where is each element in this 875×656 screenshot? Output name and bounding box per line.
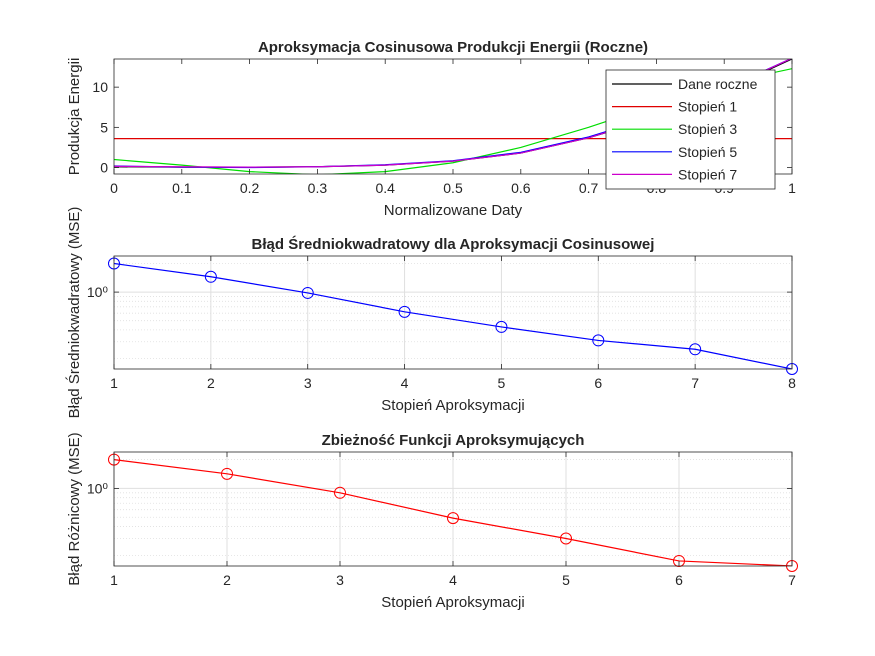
legend-entry-label: Stopień 3 bbox=[678, 121, 737, 137]
y-tick-label: 10⁰ bbox=[87, 480, 109, 496]
x-tick-label: 7 bbox=[691, 375, 699, 391]
legend-entry-label: Stopień 1 bbox=[678, 99, 737, 115]
data-point-marker bbox=[204, 270, 217, 283]
chart-panel-1: 00.10.20.30.40.50.60.70.80.910510Aproksy… bbox=[66, 39, 796, 219]
chart-title: Błąd Średniokwadratowy dla Aproksymacji … bbox=[252, 235, 655, 253]
data-point-marker bbox=[673, 554, 685, 567]
series-group bbox=[114, 458, 792, 566]
y-tick-label: 10⁰ bbox=[87, 284, 109, 300]
x-tick-label: 0.6 bbox=[511, 180, 531, 196]
x-tick-label: 2 bbox=[207, 375, 215, 391]
x-axis-label: Normalizowane Daty bbox=[384, 202, 523, 219]
data-point-marker bbox=[398, 305, 411, 318]
x-tick-label: 6 bbox=[675, 572, 683, 588]
axes-box bbox=[113, 255, 793, 370]
x-axis-label: Stopień Aproksymacji bbox=[381, 397, 524, 414]
chart-title: Zbieżność Funkcji Aproksymujących bbox=[322, 432, 585, 449]
x-tick-label: 0.4 bbox=[375, 180, 395, 196]
x-tick-label: 0.3 bbox=[308, 180, 328, 196]
x-tick-label: 3 bbox=[304, 375, 312, 391]
x-axis-label: Stopień Aproksymacji bbox=[381, 594, 524, 611]
x-tick-label: 0.2 bbox=[240, 180, 260, 196]
legend-entry-label: Stopień 7 bbox=[678, 166, 737, 182]
y-tick-label: 5 bbox=[100, 119, 108, 135]
x-tick-label: 0.7 bbox=[579, 180, 599, 196]
series-line-1 bbox=[114, 458, 792, 566]
y-axis-label: Błąd Różnicowy (MSE) bbox=[66, 432, 83, 585]
data-point-marker bbox=[221, 467, 233, 480]
x-tick-label: 4 bbox=[401, 375, 409, 391]
x-tick-label: 5 bbox=[562, 572, 570, 588]
chart-title: Aproksymacja Cosinusowa Produkcji Energi… bbox=[258, 39, 648, 56]
data-point-marker bbox=[592, 334, 605, 347]
y-tick-label: 10 bbox=[92, 79, 108, 95]
data-point-marker bbox=[301, 286, 314, 299]
chart-panel-2: 1 2 3 4 5 6 7 8 10⁰ Błąd Średniokwadratowy dla Ap… bbox=[65, 207, 798, 419]
data-point-marker bbox=[447, 512, 459, 525]
x-tick-label: 1 bbox=[788, 180, 796, 196]
x-tick-label: 7 bbox=[788, 572, 796, 588]
x-tick-label: 5 bbox=[498, 375, 506, 391]
chart-panel-3: 1 2 3 4 5 6 7 10⁰ Zbieżność Funkcji Aproksymując… bbox=[66, 432, 798, 611]
legend-entry-label: Dane roczne bbox=[678, 76, 758, 92]
legend: Dane roczne Stopień 1 Stopień 3 Stopień 5 St… bbox=[605, 69, 776, 190]
series-line-1 bbox=[114, 262, 792, 369]
x-tick-label: 0.5 bbox=[443, 180, 463, 196]
plot-area bbox=[114, 256, 792, 369]
y-tick-label: 0 bbox=[100, 160, 108, 176]
x-tick-label: 1 bbox=[110, 572, 118, 588]
x-tick-label: 3 bbox=[336, 572, 344, 588]
x-tick-label: 4 bbox=[449, 572, 457, 588]
data-point-marker bbox=[495, 320, 508, 333]
series-group bbox=[114, 262, 792, 369]
y-axis-label: Błąd Średniokwadratowy (MSE) bbox=[65, 207, 83, 419]
x-tick-label: 0.1 bbox=[172, 180, 192, 196]
x-tick-label: 8 bbox=[788, 375, 796, 391]
x-tick-label: 2 bbox=[223, 572, 231, 588]
data-point-marker bbox=[560, 532, 572, 545]
data-point-marker bbox=[689, 343, 702, 356]
x-tick-label: 6 bbox=[594, 375, 602, 391]
y-axis-label: Produkcja Energii bbox=[66, 58, 83, 176]
legend-entry-label: Stopień 5 bbox=[678, 144, 737, 160]
x-tick-label: 1 bbox=[110, 375, 118, 391]
x-tick-label: 0 bbox=[110, 180, 118, 196]
data-point-marker bbox=[334, 486, 346, 499]
